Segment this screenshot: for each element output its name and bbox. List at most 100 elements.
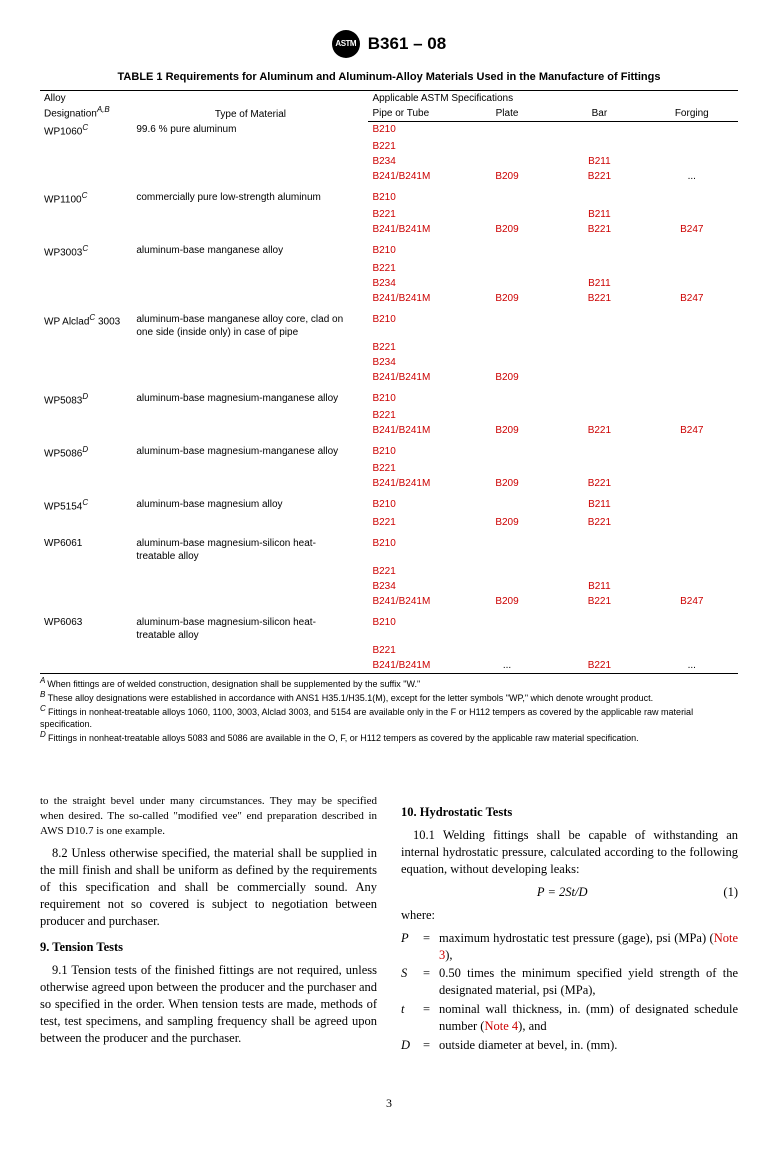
table-row: B234B211	[40, 276, 738, 291]
table-title: TABLE 1 Requirements for Aluminum and Al…	[40, 70, 738, 84]
spec-link: B221	[553, 169, 645, 184]
right-column: 10. Hydrostatic Tests 10.1 Welding fitti…	[401, 794, 738, 1055]
material-type: aluminum-base magnesium alloy	[132, 497, 368, 514]
spec-link: B221	[368, 564, 460, 579]
page-header: ASTM B361 – 08	[40, 30, 738, 58]
spec-link: B234	[368, 579, 460, 594]
table-row: B221B211	[40, 207, 738, 222]
where-symbol: D	[401, 1037, 423, 1054]
where-definition: maximum hydrostatic test pressure (gage)…	[439, 930, 738, 964]
alloy-designation: WP6061	[44, 538, 82, 549]
spec-link: B221	[368, 408, 460, 423]
spec-link: B241/B241M	[368, 169, 460, 184]
table-row: B241/B241MB209B221...	[40, 169, 738, 184]
table-row: B241/B241MB209B221	[40, 476, 738, 491]
table-row: B221B209B221	[40, 515, 738, 530]
table-row: B221	[40, 643, 738, 658]
alloy-designation: WP5154	[44, 502, 82, 513]
table-row: B234 B211	[40, 579, 738, 594]
fn-a: When fittings are of welded construction…	[47, 679, 420, 689]
equation-number: (1)	[723, 884, 738, 901]
body-columns: to the straight bevel under many circums…	[40, 794, 738, 1055]
spec-link: B241/B241M	[368, 476, 460, 491]
equation-1: P = 2St/D (1)	[401, 884, 738, 901]
th-alloy: Alloy Designation	[44, 93, 97, 119]
spec-link: B241/B241M	[368, 658, 460, 674]
spec-link: B209	[461, 476, 553, 491]
spec-link: B210	[368, 312, 460, 340]
table-row: WP5154Caluminum-base magnesium alloyB210…	[40, 497, 738, 514]
left-column: to the straight bevel under many circums…	[40, 794, 377, 1055]
equals-sign: =	[423, 965, 439, 999]
spec-link: B211	[553, 497, 645, 514]
alloy-designation: WP6063	[44, 617, 82, 628]
spec-link: B221	[553, 476, 645, 491]
where-row: t=nominal wall thickness, in. (mm) of de…	[401, 1001, 738, 1035]
spec-link: B209	[461, 423, 553, 438]
table-row: WP6061 aluminum-base magnesium-silicon he…	[40, 536, 738, 564]
alloy-sup: C	[82, 244, 88, 253]
table-row: B241/B241M...B221...	[40, 658, 738, 674]
th-applicable: Applicable ASTM Specifications	[368, 91, 738, 107]
spec-link: B221	[553, 291, 645, 306]
material-type: commercially pure low-strength aluminum	[132, 190, 368, 207]
material-type: aluminum-base manganese alloy	[132, 243, 368, 260]
alloy-sup: C	[82, 498, 88, 507]
spec-link: B247	[646, 594, 738, 609]
spec-link: B241/B241M	[368, 291, 460, 306]
th-bar: Bar	[553, 106, 645, 122]
spec-link: B209	[461, 291, 553, 306]
spec-link: B210	[368, 391, 460, 408]
table-row: B221	[40, 340, 738, 355]
spec-link: B211	[553, 207, 645, 222]
astm-logo-icon: ASTM	[332, 30, 360, 58]
table-row: B241/B241MB209B221B247	[40, 291, 738, 306]
equals-sign: =	[423, 1001, 439, 1035]
spec-link: B209	[461, 370, 553, 385]
where-symbol: P	[401, 930, 423, 964]
where-symbol: t	[401, 1001, 423, 1035]
materials-table: Alloy DesignationA,B Type of Material Ap…	[40, 90, 738, 673]
material-type: aluminum-base manganese alloy core, clad…	[132, 312, 368, 340]
alloy-suffix: 3003	[95, 316, 120, 327]
table-row: B221	[40, 139, 738, 154]
spec-link: B221	[553, 515, 645, 530]
table-footnotes: A When fittings are of welded constructi…	[40, 676, 738, 745]
material-type: aluminum-base magnesium-silicon heat-tre…	[132, 536, 368, 564]
table-row: B221	[40, 461, 738, 476]
table-row: B241/B241MB209B221B247	[40, 423, 738, 438]
equals-sign: =	[423, 1037, 439, 1054]
spec-link: B211	[553, 579, 645, 594]
table-row: WP1060C99.6 % pure aluminumB210	[40, 122, 738, 139]
th-plate: Plate	[461, 106, 553, 122]
material-type: aluminum-base magnesium-silicon heat-tre…	[132, 615, 368, 643]
p-8-2: 8.2 Unless otherwise specified, the mate…	[40, 845, 377, 929]
spec-link: B210	[368, 243, 460, 260]
th-forging: Forging	[646, 106, 738, 122]
p-continued: to the straight bevel under many circums…	[40, 794, 377, 839]
where-definition: 0.50 times the minimum specified yield s…	[439, 965, 738, 999]
spec-link: B221	[368, 461, 460, 476]
alloy-sup: C	[82, 123, 88, 132]
fn-c: Fittings in nonheat-treatable alloys 106…	[40, 707, 693, 729]
spec-link: B221	[368, 340, 460, 355]
alloy-sup: C	[82, 191, 88, 200]
where-label: where:	[401, 907, 738, 924]
equals-sign: =	[423, 930, 439, 964]
fn-d: Fittings in nonheat-treatable alloys 508…	[48, 733, 639, 743]
where-symbol: S	[401, 965, 423, 999]
material-type: aluminum-base magnesium-manganese alloy	[132, 391, 368, 408]
th-type: Type of Material	[215, 109, 286, 120]
table-row: WP AlcladC 3003aluminum-base manganese a…	[40, 312, 738, 340]
spec-link: B210	[368, 536, 460, 564]
spec-link: B210	[368, 615, 460, 643]
h-10: 10. Hydrostatic Tests	[401, 804, 738, 821]
spec-link: B241/B241M	[368, 370, 460, 385]
alloy-designation: WP1100	[44, 194, 82, 205]
spec-link: B221	[368, 515, 460, 530]
standard-designation: B361 – 08	[368, 33, 446, 55]
spec-ellipsis: ...	[461, 658, 553, 674]
table-row: B234B211	[40, 154, 738, 169]
spec-link: B234	[368, 276, 460, 291]
where-row: D=outside diameter at bevel, in. (mm).	[401, 1037, 738, 1054]
